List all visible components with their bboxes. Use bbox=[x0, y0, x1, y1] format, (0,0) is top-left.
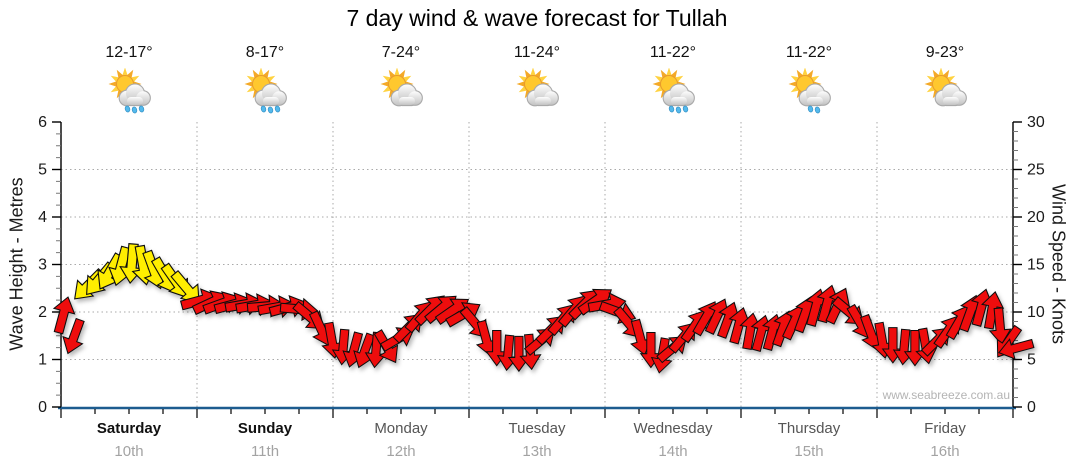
day-temp: 11-22° bbox=[649, 44, 697, 61]
right-tick-label: 10 bbox=[1027, 304, 1045, 321]
sun-cloud-icon bbox=[924, 68, 967, 107]
day-date: 14th bbox=[658, 443, 688, 460]
day-temp: 8-17° bbox=[245, 44, 285, 61]
wind-arrow bbox=[998, 338, 1035, 360]
right-tick-label: 15 bbox=[1027, 257, 1045, 274]
page-title: 7 day wind & wave forecast for Tullah bbox=[346, 5, 728, 31]
right-tick-label: 5 bbox=[1027, 352, 1036, 369]
day-temp: 7-24° bbox=[381, 44, 421, 61]
sun-cloud-rain-icon bbox=[788, 68, 831, 114]
right-tick-label: 0 bbox=[1027, 399, 1036, 416]
left-tick-label: 0 bbox=[38, 399, 47, 416]
wind-arrow bbox=[52, 296, 76, 335]
left-tick-label: 3 bbox=[38, 257, 47, 274]
day-date: 13th bbox=[522, 443, 552, 460]
sun-cloud-rain-icon bbox=[652, 68, 695, 114]
weather-icon bbox=[378, 68, 424, 114]
day-name: Monday bbox=[374, 420, 428, 437]
sun-cloud-icon bbox=[516, 68, 559, 107]
day-temp: 12-17° bbox=[105, 44, 153, 61]
weather-icon bbox=[106, 68, 152, 114]
day-name: Wednesday bbox=[633, 420, 713, 437]
sun-cloud-rain-icon bbox=[244, 68, 287, 114]
weather-icon bbox=[650, 68, 696, 114]
day-name: Saturday bbox=[96, 420, 162, 437]
left-tick-label: 4 bbox=[38, 209, 47, 226]
day-date: 15th bbox=[794, 443, 824, 460]
day-temp: 11-22° bbox=[785, 44, 833, 61]
left-tick-label: 6 bbox=[38, 114, 47, 131]
weather-icon bbox=[922, 68, 968, 114]
sun-cloud-rain-icon bbox=[108, 68, 151, 114]
day-name: Sunday bbox=[237, 420, 293, 437]
day-temp: 11-24° bbox=[513, 44, 561, 61]
seabreeze-watermark: www.seabreeze.com.au bbox=[882, 388, 1010, 402]
day-date: 10th bbox=[114, 443, 144, 460]
day-date: 16th bbox=[930, 443, 960, 460]
right-tick-label: 30 bbox=[1027, 114, 1045, 131]
right-tick-label: 25 bbox=[1027, 162, 1045, 179]
day-temp: 9-23° bbox=[925, 44, 965, 61]
day-name: Friday bbox=[924, 420, 966, 437]
day-date: 11th bbox=[250, 443, 280, 460]
left-tick-label: 2 bbox=[38, 304, 47, 321]
wind-arrow bbox=[62, 317, 85, 355]
left-tick-label: 5 bbox=[38, 162, 47, 179]
left-tick-label: 1 bbox=[38, 352, 47, 369]
weather-icon bbox=[786, 68, 832, 114]
wind-arrow-series bbox=[52, 243, 1035, 374]
day-date: 12th bbox=[386, 443, 416, 460]
wind-arrow bbox=[170, 270, 200, 304]
wind-arrow bbox=[988, 307, 1012, 346]
sun-cloud-icon bbox=[380, 68, 423, 107]
weather-icon bbox=[514, 68, 560, 114]
right-tick-label: 20 bbox=[1027, 209, 1045, 226]
day-name: Thursday bbox=[777, 420, 841, 437]
day-name: Tuesday bbox=[508, 420, 566, 437]
weather-icon bbox=[242, 68, 288, 114]
